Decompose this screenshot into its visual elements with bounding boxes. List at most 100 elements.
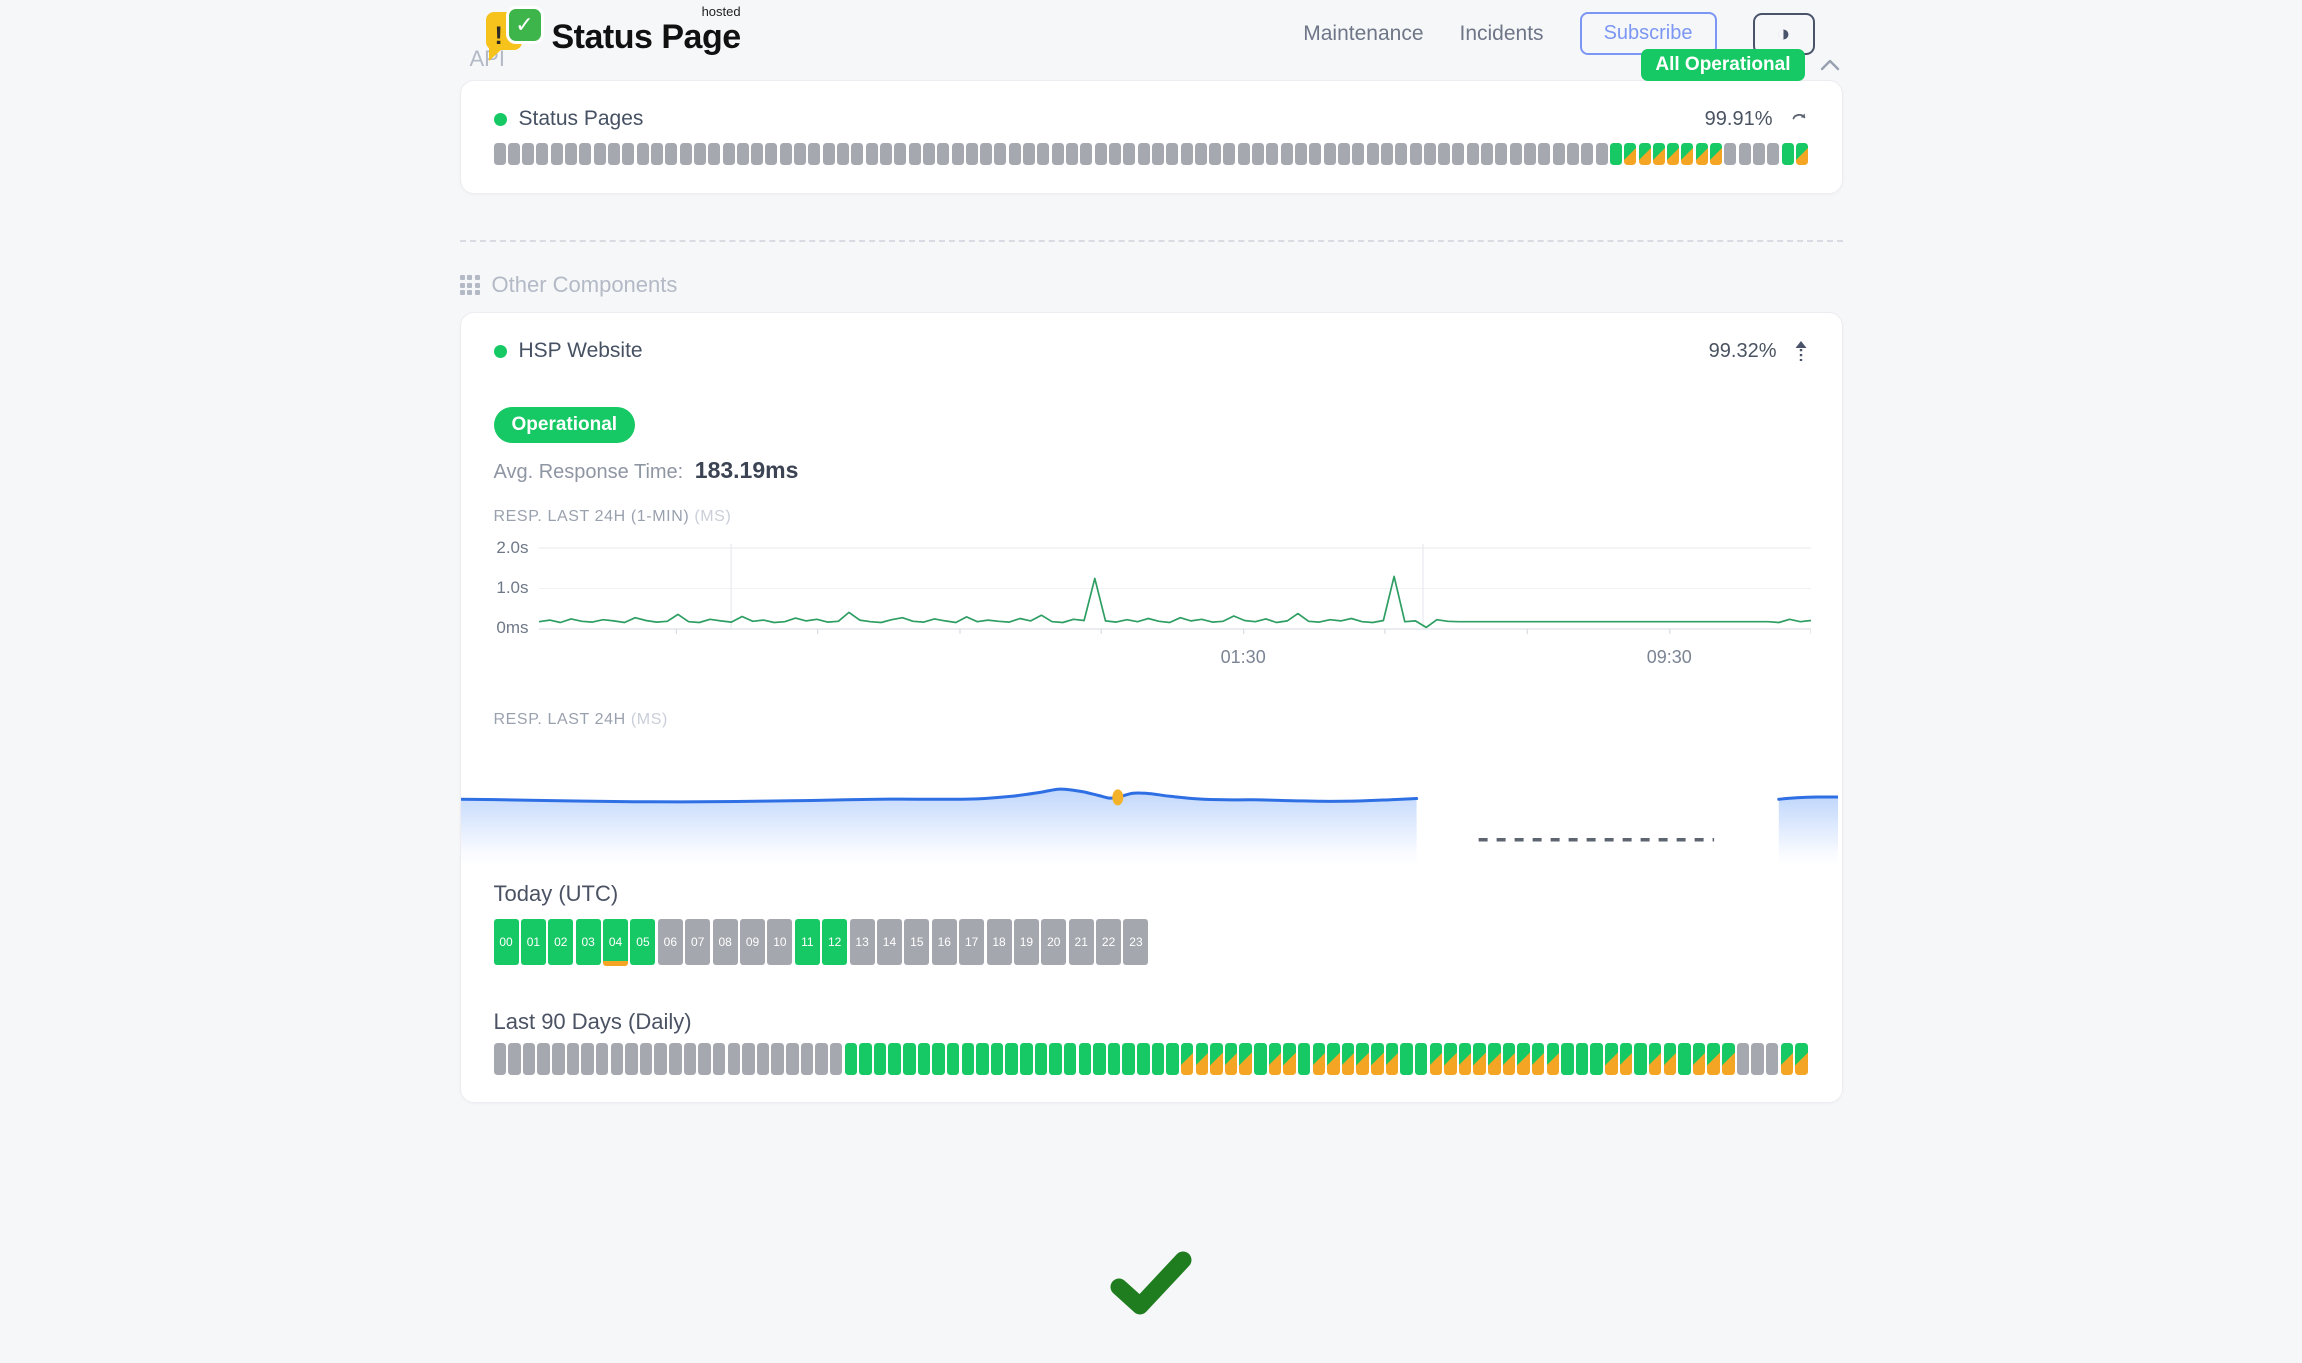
uptime-bar[interactable] <box>1466 143 1479 165</box>
uptime-bar[interactable] <box>1137 143 1150 165</box>
daily-bar[interactable] <box>683 1043 697 1075</box>
daily-bar[interactable] <box>610 1043 623 1075</box>
daily-bar[interactable] <box>1531 1043 1545 1075</box>
uptime-bar[interactable] <box>507 143 520 165</box>
daily-bar[interactable] <box>1005 1043 1018 1075</box>
uptime-bar[interactable] <box>922 143 935 165</box>
uptime-bar[interactable] <box>622 143 635 165</box>
uptime-bar[interactable] <box>1080 143 1093 165</box>
uptime-bar[interactable] <box>1237 143 1250 165</box>
uptime-bar[interactable] <box>1781 143 1794 165</box>
uptime-bar[interactable] <box>1380 143 1393 165</box>
daily-bar[interactable] <box>1575 1043 1589 1075</box>
uptime-bar[interactable] <box>1638 143 1651 165</box>
hour-block[interactable]: 12 <box>822 919 848 965</box>
response-chart-24h-1min[interactable]: 2.0s 1.0s 0ms 01:30 09:30 <box>494 538 1812 671</box>
uptime-bar[interactable] <box>1366 143 1379 165</box>
uptime-bar[interactable] <box>765 143 778 165</box>
daily-bar[interactable] <box>639 1043 653 1075</box>
daily-bar[interactable] <box>888 1043 901 1075</box>
uptime-bar[interactable] <box>937 143 950 165</box>
uptime-bar[interactable] <box>1323 143 1336 165</box>
hour-block[interactable]: 22 <box>1096 919 1122 965</box>
uptime-bar[interactable] <box>1194 143 1207 165</box>
daily-bar[interactable] <box>1444 1043 1457 1075</box>
uptime-bar[interactable] <box>1409 143 1422 165</box>
daily-bar[interactable] <box>1195 1043 1208 1075</box>
daily-bar[interactable] <box>1429 1043 1442 1075</box>
uptime-bar[interactable] <box>1738 143 1751 165</box>
uptime-bars[interactable] <box>493 143 1809 165</box>
daily-bar[interactable] <box>1254 1043 1267 1075</box>
nav-item-incidents[interactable]: Incidents <box>1459 21 1544 45</box>
hour-block[interactable]: 17 <box>959 919 985 965</box>
daily-bar[interactable] <box>1692 1043 1706 1075</box>
refresh-icon[interactable] <box>1789 109 1809 129</box>
uptime-bar[interactable] <box>1180 143 1193 165</box>
uptime-bar[interactable] <box>493 143 506 165</box>
uptime-bar[interactable] <box>908 143 921 165</box>
uptime-bar[interactable] <box>1495 143 1508 165</box>
uptime-bar[interactable] <box>822 143 835 165</box>
uptime-bar[interactable] <box>1552 143 1565 165</box>
hour-block[interactable]: 18 <box>986 919 1012 965</box>
uptime-bar[interactable] <box>1252 143 1265 165</box>
uptime-bar[interactable] <box>1724 143 1737 165</box>
daily-bar[interactable] <box>829 1043 843 1075</box>
daily-bar[interactable] <box>1473 1043 1486 1075</box>
hour-block[interactable]: 08 <box>712 919 738 965</box>
daily-bar[interactable] <box>1517 1043 1530 1075</box>
daily-bar[interactable] <box>1283 1043 1296 1075</box>
uptime-bar[interactable] <box>1395 143 1408 165</box>
daily-bar[interactable] <box>742 1043 755 1075</box>
daily-bar[interactable] <box>815 1043 828 1075</box>
daily-bar[interactable] <box>1502 1043 1516 1075</box>
uptime-bar[interactable] <box>722 143 735 165</box>
uptime-bar[interactable] <box>1667 143 1680 165</box>
daily-bar[interactable] <box>1063 1043 1077 1075</box>
uptime-bar[interactable] <box>879 143 892 165</box>
hour-blocks[interactable]: 00 01 02 03 04 05 06 07 08 09 10 11 12 13 14 15 16 17 18 19… <box>493 919 1809 966</box>
daily-bar[interactable] <box>698 1043 711 1075</box>
daily-bar[interactable] <box>990 1043 1004 1075</box>
uptime-bar[interactable] <box>951 143 964 165</box>
uptime-bar[interactable] <box>1423 143 1436 165</box>
daily-bar[interactable] <box>800 1043 814 1075</box>
hour-block[interactable]: 10 <box>767 919 793 965</box>
hour-block[interactable]: 11 <box>794 919 820 965</box>
uptime-bar[interactable] <box>679 143 692 165</box>
uptime-bar[interactable] <box>1337 143 1350 165</box>
chart1-plot-area[interactable]: 01:30 09:30 <box>538 544 1812 671</box>
daily-bar[interactable] <box>1327 1043 1340 1075</box>
response-chart-24h[interactable] <box>459 761 1842 871</box>
uptime-bar[interactable] <box>565 143 578 165</box>
arrow-up-icon[interactable] <box>1793 340 1809 362</box>
daily-bar[interactable] <box>1341 1043 1355 1075</box>
uptime-bar[interactable] <box>1309 143 1322 165</box>
uptime-bar[interactable] <box>751 143 764 165</box>
daily-bar[interactable] <box>1297 1043 1311 1075</box>
daily-bar[interactable] <box>1107 1043 1121 1075</box>
uptime-bar[interactable] <box>1753 143 1765 165</box>
hour-block[interactable]: 13 <box>849 919 875 965</box>
uptime-bar[interactable] <box>1438 143 1451 165</box>
daily-bar[interactable] <box>1736 1043 1750 1075</box>
uptime-bar[interactable] <box>1695 143 1708 165</box>
uptime-bar[interactable] <box>1066 143 1078 165</box>
hour-block[interactable]: 01 <box>520 919 546 965</box>
uptime-bar[interactable] <box>1767 143 1780 165</box>
daily-bar[interactable] <box>1590 1043 1603 1075</box>
uptime-bar[interactable] <box>894 143 907 165</box>
daily-bar[interactable] <box>727 1043 740 1075</box>
daily-bar[interactable] <box>566 1043 580 1075</box>
daily-bar[interactable] <box>1795 1043 1808 1075</box>
nav-item-maintenance[interactable]: Maintenance <box>1303 21 1424 45</box>
hour-block[interactable]: 21 <box>1068 919 1094 965</box>
hour-block[interactable]: 00 <box>493 919 519 965</box>
uptime-bar[interactable] <box>779 143 792 165</box>
uptime-bar[interactable] <box>1108 143 1121 165</box>
daily-bar[interactable] <box>1151 1043 1165 1075</box>
uptime-bar[interactable] <box>1624 143 1637 165</box>
uptime-bar[interactable] <box>1538 143 1551 165</box>
uptime-bar[interactable] <box>1094 143 1107 165</box>
